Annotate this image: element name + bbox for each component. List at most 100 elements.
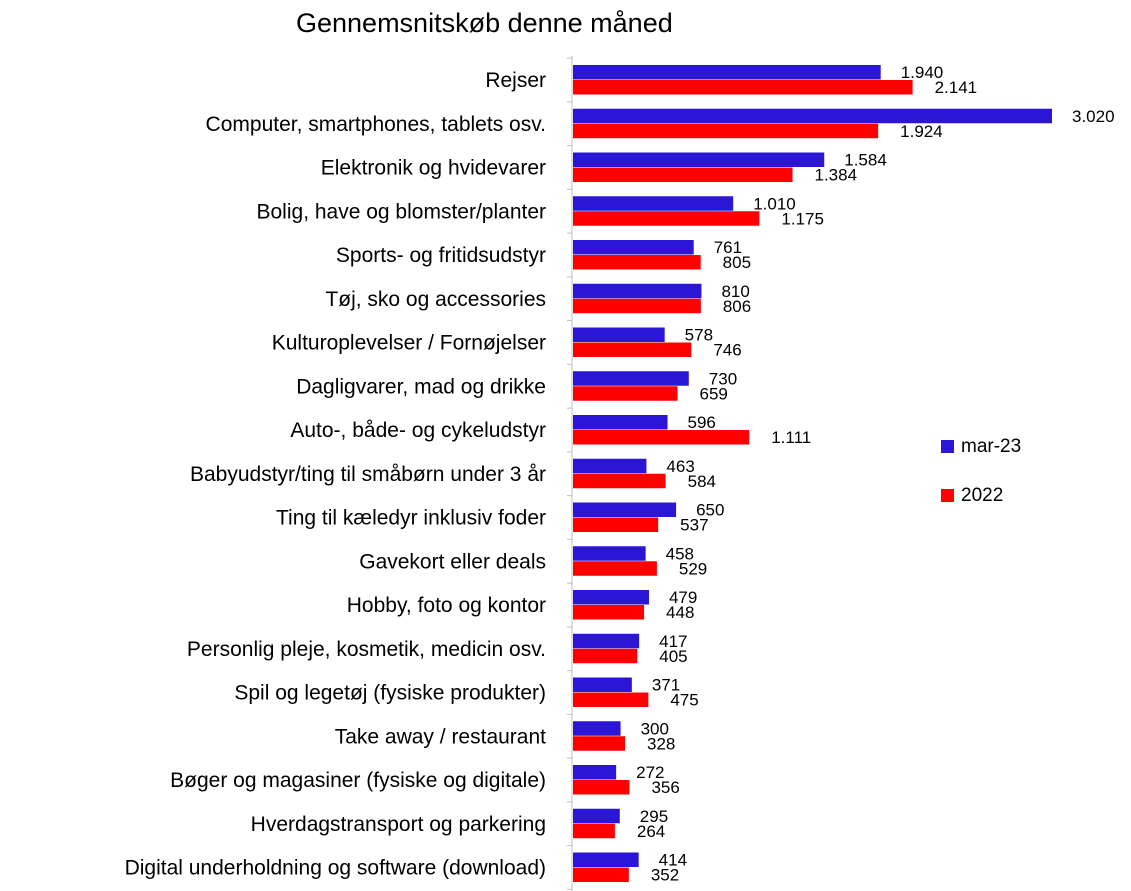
category-label: Bolig, have og blomster/planter (257, 200, 547, 223)
data-label-series-1: 810 (721, 282, 749, 301)
data-label-series-2: 264 (637, 822, 665, 841)
data-label-series-2: 405 (659, 647, 687, 666)
bar-series-1 (573, 721, 621, 736)
bar-series-1 (573, 240, 694, 255)
data-label-series-2: 805 (723, 253, 751, 272)
data-label-series-1: 414 (659, 851, 687, 870)
category-label: Kulturoplevelser / Fornøjelser (272, 332, 546, 355)
category-label: Elektronik og hvidevarer (321, 157, 546, 180)
category-label: Personlig pleje, kosmetik, medicin osv. (187, 638, 546, 661)
bar-series-2 (573, 123, 879, 139)
bar-series-2 (573, 167, 793, 182)
data-label-series-2: 806 (723, 297, 751, 316)
bar-series-2 (573, 823, 615, 839)
bar-series-1 (573, 196, 734, 211)
category-label: Tøj, sko og accessories (325, 288, 546, 311)
data-label-series-1: 730 (709, 369, 737, 388)
category-label: Babyudstyr/ting til småbørn under 3 år (190, 463, 546, 486)
data-label-series-2: 356 (651, 778, 679, 797)
bar-series-1 (573, 283, 702, 299)
category-label: Spil og legetøj (fysiske produkter) (234, 682, 546, 705)
data-label-series-1: 300 (641, 719, 669, 738)
bar-series-2 (573, 473, 666, 489)
category-label: Ting til kæledyr inklusiv foder (276, 507, 546, 530)
data-label-series-1: 578 (685, 326, 713, 345)
bar-series-1 (573, 852, 639, 867)
category-label: Auto-, både- og cykeludstyr (290, 419, 546, 442)
legend-label-series-1: mar-23 (961, 436, 1022, 457)
bar-series-1 (573, 371, 689, 386)
legend-item-series-2: 2022 (941, 485, 1003, 507)
bar-series-2 (573, 780, 630, 795)
data-label-series-2: 584 (688, 472, 716, 491)
data-label-series-2: 475 (670, 691, 698, 710)
bar-series-2 (573, 298, 701, 314)
legend-label-series-2: 2022 (961, 485, 1004, 506)
bar-series-1 (573, 502, 677, 517)
bar-series-2 (573, 517, 659, 532)
bar-series-1 (573, 65, 881, 80)
bar-series-1 (573, 765, 617, 780)
data-label-series-2: 659 (700, 384, 728, 403)
data-label-series-2: 1.111 (771, 428, 811, 447)
data-label-series-1: 371 (652, 676, 680, 695)
data-label-series-1: 479 (669, 588, 697, 607)
bar-series-1 (573, 590, 649, 605)
bar-series-2 (573, 211, 760, 226)
category-label: Take away / restaurant (335, 725, 546, 748)
bar-series-2 (573, 386, 678, 401)
category-label: Hverdagstransport og parkering (251, 813, 546, 836)
category-label: Gavekort eller deals (359, 550, 546, 573)
data-label-series-2: 529 (679, 559, 707, 578)
category-label: Dagligvarer, mad og drikke (296, 375, 546, 398)
bar-series-1 (573, 677, 632, 692)
legend-swatch-series-2 (941, 489, 954, 502)
bar-series-1 (573, 808, 620, 824)
bar-series-2 (573, 867, 629, 882)
bar-series-2 (573, 648, 638, 664)
bar-series-2 (573, 692, 649, 707)
data-label-series-1: 272 (636, 763, 664, 782)
category-label: Rejser (485, 69, 546, 92)
category-label: Hobby, foto og kontor (347, 594, 546, 617)
bar-series-1 (573, 108, 1052, 124)
bar-series-1 (573, 415, 668, 430)
data-label-series-2: 1.924 (900, 122, 943, 141)
legend-item-series-1: mar-23 (941, 436, 1021, 458)
chart-title: Gennemsnitskøb denne måned (296, 8, 673, 38)
legend-swatch-series-1 (941, 440, 954, 453)
bar-series-1 (573, 633, 640, 649)
bar-series-2 (573, 561, 657, 576)
data-label-series-1: 1.584 (844, 151, 887, 170)
bar-series-2 (573, 736, 626, 751)
data-label-series-1: 761 (714, 238, 742, 257)
data-label-series-2: 448 (666, 603, 694, 622)
data-label-series-2: 328 (647, 734, 675, 753)
bar-series-1 (573, 458, 647, 474)
data-label-series-1: 3.020 (1072, 107, 1115, 126)
data-label-series-1: 417 (659, 632, 687, 651)
bar-series-2 (573, 255, 701, 270)
data-label-series-1: 596 (688, 413, 716, 432)
category-label: Digital underholdning og software (downl… (125, 857, 546, 880)
bar-series-1 (573, 152, 825, 167)
bar-series-1 (573, 546, 646, 561)
category-label: Sports- og fritidsudstyr (336, 244, 546, 267)
category-label: Bøger og magasiner (fysiske og digitale) (170, 769, 546, 792)
data-label-series-1: 295 (640, 807, 668, 826)
data-label-series-2: 2.141 (935, 78, 978, 97)
data-label-series-2: 1.384 (815, 166, 858, 185)
bar-series-1 (573, 327, 665, 342)
bar-series-2 (573, 342, 692, 357)
data-label-series-2: 1.175 (781, 209, 824, 228)
data-label-series-1: 650 (696, 501, 724, 520)
category-label: Computer, smartphones, tablets osv. (206, 113, 546, 136)
data-label-series-2: 352 (651, 866, 679, 885)
data-label-series-2: 746 (713, 341, 741, 360)
bar-series-2 (573, 80, 913, 95)
bar-series-2 (573, 430, 750, 445)
data-label-series-1: 1.940 (901, 63, 944, 82)
data-label-series-1: 1.010 (753, 194, 796, 213)
